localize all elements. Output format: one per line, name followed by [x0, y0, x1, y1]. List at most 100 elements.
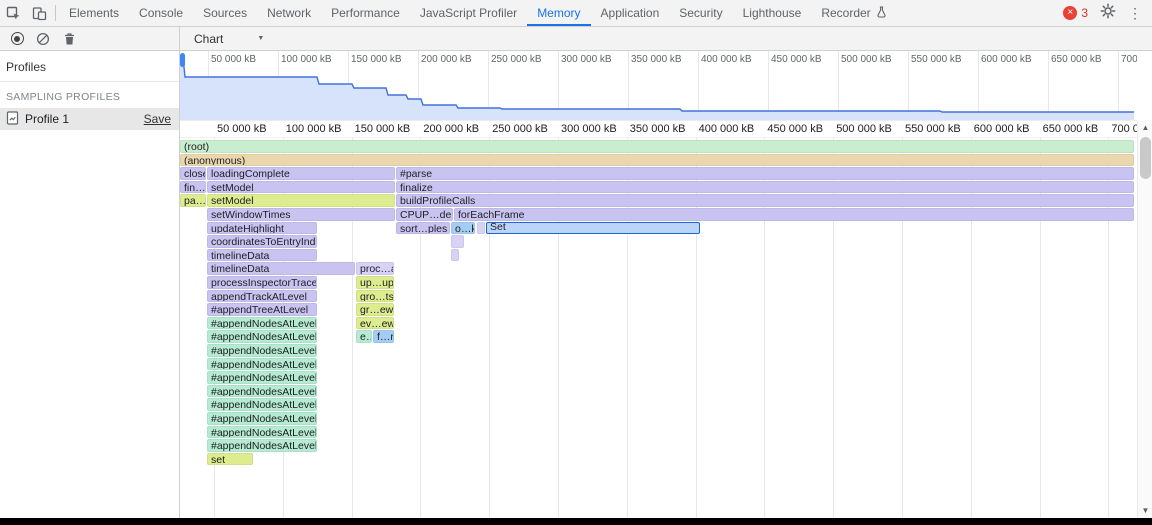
window-bottom-edge: [0, 518, 1152, 525]
tab-label: Performance: [331, 6, 400, 20]
tab-elements[interactable]: Elements: [59, 0, 129, 26]
flame-bar-updatehighlight[interactable]: updateHighlight: [207, 221, 317, 235]
flame-bar-set[interactable]: set: [207, 452, 253, 466]
save-profile-link[interactable]: Save: [143, 112, 171, 126]
flame-bar-setmodel[interactable]: setModel: [207, 194, 395, 208]
gridline: [488, 51, 489, 120]
flame-bar-setwindowtimes[interactable]: setWindowTimes: [207, 208, 395, 221]
flame-bar-gr-ew[interactable]: gr…ew: [356, 303, 394, 316]
flame-bar-buildprofilecalls[interactable]: buildProfileCalls: [396, 194, 1134, 208]
tab-label: Application: [600, 6, 660, 20]
flame-bar-coordinatestoentryindex[interactable]: coordinatesToEntryIndex: [207, 235, 317, 248]
flame-bar-timelinedata[interactable]: timelineData: [207, 248, 317, 262]
flame-bar-appendnodesatlevel[interactable]: #appendNodesAtLevel: [207, 330, 317, 344]
flame-chart[interactable]: (root)(anonymous)closeloadingComplete#pa…: [180, 137, 1137, 518]
flame-bar-appendnodesatlevel[interactable]: #appendNodesAtLevel: [207, 425, 317, 439]
experiment-flask-icon: [876, 5, 887, 21]
flame-bar-appendtreeatlevel[interactable]: #appendTreeAtLevel: [207, 303, 317, 316]
tick-label: 650 000 kB: [1042, 123, 1099, 135]
tick-label: 100 000 kB: [285, 123, 342, 135]
flame-bar-sort-ples[interactable]: sort…ples: [396, 221, 450, 235]
flame-bar-parse[interactable]: #parse: [396, 167, 1134, 180]
flame-bar-close[interactable]: close: [180, 167, 206, 180]
flame-bar-o-k[interactable]: o…k: [451, 221, 475, 235]
inspect-element-icon[interactable]: [0, 0, 26, 26]
flame-bar[interactable]: [477, 221, 485, 235]
tab-recorder[interactable]: Recorder: [811, 0, 896, 26]
gridline: [558, 138, 559, 518]
tab-network[interactable]: Network: [257, 0, 321, 26]
flame-bar-appendnodesatlevel[interactable]: #appendNodesAtLevel: [207, 398, 317, 412]
tab-application[interactable]: Application: [591, 0, 670, 26]
chart-view-select[interactable]: Chart ▼: [188, 30, 270, 48]
flame-bar-appendnodesatlevel[interactable]: #appendNodesAtLevel: [207, 316, 317, 330]
flame-bar-anonymous[interactable]: (anonymous): [180, 153, 1134, 167]
flame-bar-appendnodesatlevel[interactable]: #appendNodesAtLevel: [207, 344, 317, 357]
scrollbar[interactable]: ▲ ▼: [1137, 121, 1152, 518]
tick-label: 400 000 kB: [701, 54, 752, 65]
tab-sources[interactable]: Sources: [193, 0, 257, 26]
flame-bar-appendnodesatlevel[interactable]: #appendNodesAtLevel: [207, 384, 317, 398]
gridline: [418, 51, 419, 120]
device-toolbar-icon[interactable]: [26, 0, 52, 26]
profiles-header: Profiles: [0, 51, 179, 82]
tick-label: 550 000 kB: [911, 54, 962, 65]
gridline: [1118, 51, 1119, 120]
tick-label: 400 000 kB: [698, 123, 755, 135]
more-menu-icon[interactable]: ⋮: [1128, 4, 1142, 21]
selection-handle[interactable]: [180, 53, 185, 67]
flame-bar-ev-ew[interactable]: ev…ew: [356, 316, 394, 330]
flame-bar-appendnodesatlevel[interactable]: #appendNodesAtLevel: [207, 439, 317, 452]
error-count-badge[interactable]: × 3: [1063, 6, 1088, 20]
flame-bar-loadingcomplete[interactable]: loadingComplete: [207, 167, 395, 180]
flame-bar-proc-ata[interactable]: proc…ata: [356, 262, 394, 276]
flame-bar-setmodel[interactable]: setModel: [207, 180, 395, 194]
tab-lighthouse[interactable]: Lighthouse: [733, 0, 812, 26]
tab-security[interactable]: Security: [669, 0, 732, 26]
flame-bar-f-r[interactable]: f…r: [373, 330, 394, 344]
tab-memory[interactable]: Memory: [527, 0, 590, 26]
flame-bar[interactable]: [451, 248, 459, 262]
error-icon: ×: [1063, 6, 1078, 20]
flame-bar-foreachframe[interactable]: forEachFrame: [454, 208, 1134, 221]
settings-gear-icon[interactable]: [1100, 3, 1116, 24]
flame-bar-processinspectortrace[interactable]: processInspectorTrace: [207, 276, 317, 289]
sidebar-item-profile-1[interactable]: Profile 1 Save: [0, 108, 179, 130]
flame-bar-pa-at[interactable]: pa…at: [180, 194, 206, 208]
flame-bar[interactable]: [451, 235, 464, 248]
panel-toolbar: Chart ▼: [0, 27, 1152, 51]
flame-bar-finalize[interactable]: finalize: [396, 180, 1134, 194]
tick-label: 600 000 kB: [973, 123, 1030, 135]
tick-label: 100 000 kB: [281, 54, 332, 65]
gridline: [768, 51, 769, 120]
scrollbar-thumb[interactable]: [1140, 137, 1151, 179]
gridline: [628, 51, 629, 120]
tick-label: 350 000 kB: [629, 123, 686, 135]
scroll-down-arrow[interactable]: ▼: [1141, 506, 1150, 515]
delete-profile-icon[interactable]: [56, 27, 82, 50]
tick-label: 150 000 kB: [351, 54, 402, 65]
flame-bar-appendtrackatlevel[interactable]: appendTrackAtLevel: [207, 289, 317, 303]
tick-label: 350 000 kB: [631, 54, 682, 65]
flame-bar-set[interactable]: Set: [486, 221, 700, 235]
scroll-up-arrow[interactable]: ▲: [1141, 123, 1150, 132]
flame-bar-root[interactable]: (root): [180, 140, 1134, 153]
gridline: [970, 138, 972, 518]
flame-bar-cpup-del[interactable]: CPUP…del: [396, 208, 453, 221]
flame-bar-appendnodesatlevel[interactable]: #appendNodesAtLevel: [207, 412, 317, 425]
flame-bar-timelinedata[interactable]: timelineData: [207, 262, 355, 276]
tick-label: 700 000 kB: [1121, 54, 1137, 65]
flame-bar-gro-ts[interactable]: gro…ts: [356, 289, 394, 303]
clear-profiles-button[interactable]: [30, 27, 56, 50]
memory-chart-panel: 50 000 kB 100 000 kB 150 000 kB 200 000 kB 2…: [180, 51, 1152, 518]
flame-bar-appendnodesatlevel[interactable]: #appendNodesAtLevel: [207, 357, 317, 371]
tab-javascript-profiler[interactable]: JavaScript Profiler: [410, 0, 527, 26]
overview-chart[interactable]: 50 000 kB 100 000 kB 150 000 kB 200 000 kB 2…: [180, 51, 1137, 121]
tab-performance[interactable]: Performance: [321, 0, 410, 26]
flame-bar-e[interactable]: e…: [356, 330, 372, 344]
flame-bar-up-up[interactable]: up…up: [356, 276, 394, 289]
flame-bar-fin-ce[interactable]: fin…ce: [180, 180, 206, 194]
tab-console[interactable]: Console: [129, 0, 193, 26]
record-heap-profile-button[interactable]: [4, 27, 30, 50]
flame-bar-appendnodesatlevel[interactable]: #appendNodesAtLevel: [207, 371, 317, 384]
